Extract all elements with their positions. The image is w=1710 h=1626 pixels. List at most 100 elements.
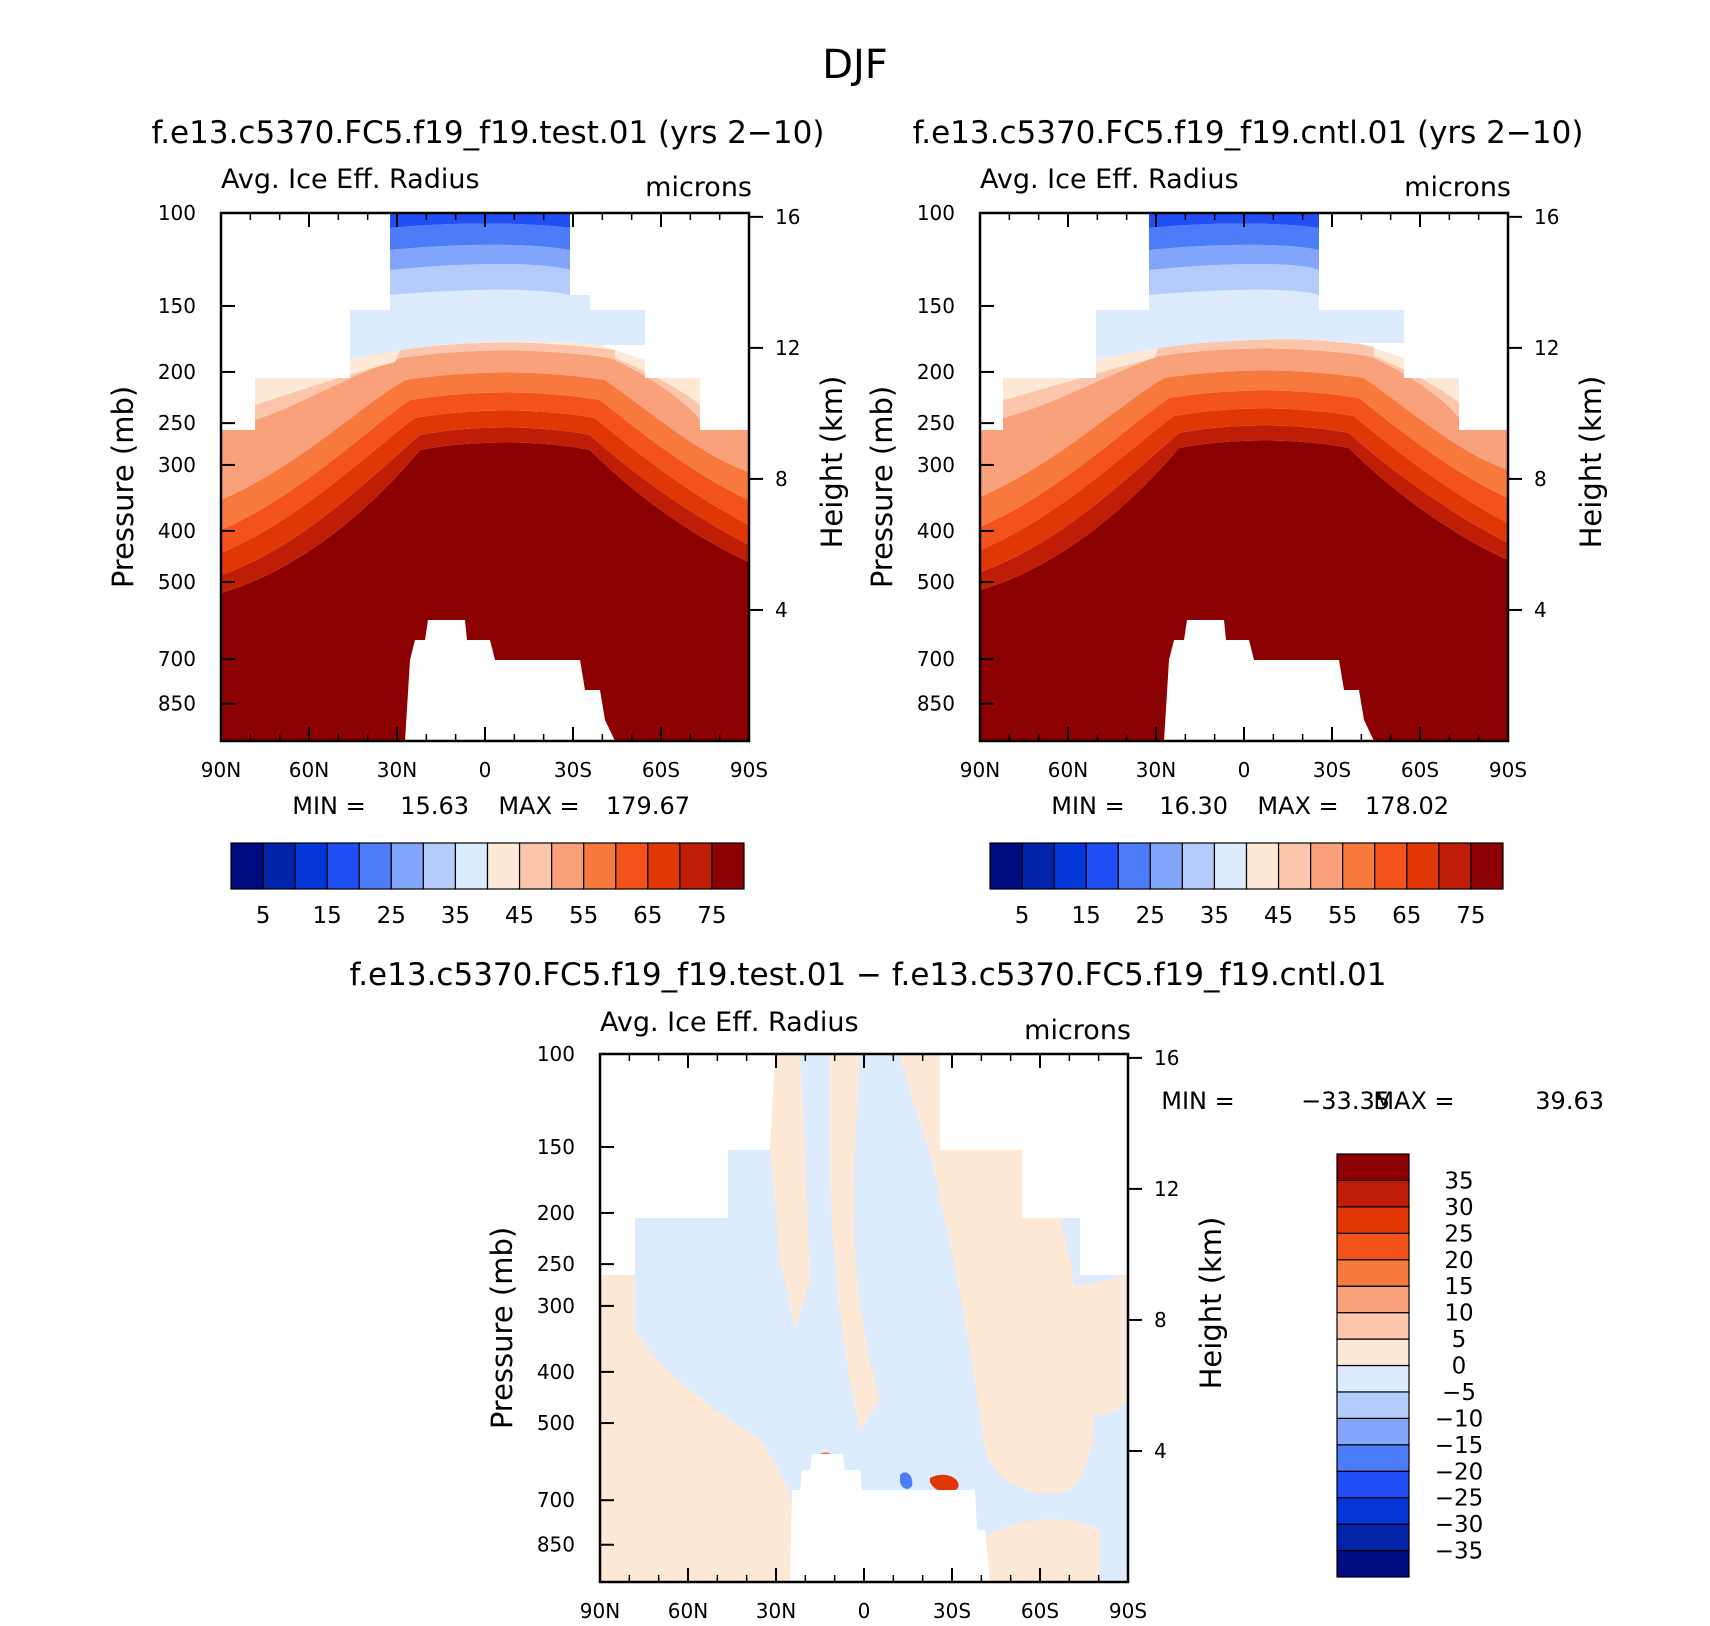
- y-tick-label: 250: [158, 411, 196, 435]
- x-tick-label: 90N: [201, 758, 241, 782]
- fill-level-7: [350, 289, 645, 360]
- y-tick-label: 400: [537, 1360, 575, 1384]
- x-tick-label: 60S: [642, 758, 680, 782]
- colorbar-label: −10: [1435, 1406, 1484, 1432]
- colorbar-swatch: [1336, 1470, 1410, 1499]
- x-tick-label: 60N: [668, 1599, 708, 1623]
- colorbar-swatch: [679, 842, 713, 890]
- max-label: MAX =: [1373, 1087, 1454, 1115]
- top-mask: [221, 213, 390, 430]
- colorbar-swatch: [1336, 1523, 1410, 1552]
- x-tick-label: 0: [858, 1599, 871, 1623]
- units-label: microns: [1024, 1015, 1131, 1046]
- colorbar-swatch: [1336, 1444, 1410, 1472]
- x-tick-label: 0: [479, 758, 492, 782]
- y2-tick-label: 12: [1154, 1177, 1179, 1201]
- colorbar-swatch: [1374, 842, 1408, 890]
- colorbar-label: 5: [1452, 1327, 1467, 1353]
- fill-level-4: [1149, 223, 1319, 250]
- colorbar-swatch: [583, 842, 617, 890]
- y-tick-label: 850: [537, 1533, 575, 1557]
- colorbar-swatch: [454, 842, 489, 890]
- y2-axis-title: Height (km): [815, 376, 849, 549]
- colorbar-label: 15: [1072, 903, 1101, 929]
- y-axis-title: Pressure (mb): [106, 386, 140, 588]
- colorbar-swatch: [518, 842, 553, 890]
- y2-tick-label: 8: [1534, 467, 1547, 491]
- max-value: 179.67: [606, 792, 690, 820]
- colorbar-label: 30: [1444, 1195, 1473, 1221]
- colorbar-swatch: [1336, 1391, 1410, 1419]
- colorbar-swatch: [1336, 1206, 1410, 1234]
- x-tick-label: 0: [1238, 758, 1251, 782]
- min-value: 15.63: [400, 792, 469, 820]
- fill-level-13: [980, 408, 1508, 572]
- max-label: MAX =: [498, 792, 579, 820]
- colorbar-swatch: [1117, 842, 1151, 890]
- fill-level-14: [980, 425, 1508, 590]
- colorbar-swatch: [486, 842, 521, 890]
- fill-level-4: [390, 223, 570, 250]
- colorbar-swatch: [1336, 1259, 1410, 1287]
- y-tick-label: 250: [917, 411, 955, 435]
- colorbar-swatch: [358, 842, 392, 890]
- colorbar-label: 35: [441, 903, 470, 929]
- colorbar: 5 15 25 35 45 55 65 75: [989, 842, 1504, 929]
- y-tick-label: 200: [158, 360, 196, 384]
- colorbar-swatch: [390, 842, 424, 890]
- max-label: MAX =: [1257, 792, 1338, 820]
- colorbar-label: 25: [1444, 1221, 1473, 1247]
- colorbar-swatch: [1336, 1285, 1410, 1314]
- colorbar-swatch: [1336, 1179, 1410, 1208]
- topography-mask: [1164, 620, 1374, 741]
- panel-control: f.e13.c5370.FC5.f19_f19.cntl.01 (yrs 2−1…: [913, 115, 1583, 741]
- y-tick-label: 500: [537, 1411, 575, 1435]
- colorbar-label: −15: [1435, 1433, 1484, 1459]
- top-mask: [1319, 213, 1508, 430]
- fill-dark-red: [221, 442, 749, 741]
- colorbar-label: 25: [1136, 903, 1165, 929]
- y-tick-label: 100: [917, 201, 955, 225]
- colorbar-label: 55: [1328, 903, 1357, 929]
- colorbar-label: 45: [505, 903, 534, 929]
- y-tick-label: 150: [917, 294, 955, 318]
- y2-axis-title: Height (km): [1194, 1217, 1228, 1390]
- fill-level-13: [221, 410, 749, 575]
- colorbar-swatch: [1470, 842, 1504, 890]
- colorbar-label: 35: [1200, 903, 1229, 929]
- y-axis-title: Pressure (mb): [485, 1227, 519, 1429]
- axes-panel-1: 90N 60N 30N 0 30S 60S 90S 100 150 200 250 300 400 500…: [106, 201, 849, 929]
- colorbar-swatch: [230, 842, 264, 890]
- colorbar-swatch: [1336, 1153, 1410, 1182]
- panels-dynamic: 90N 60N 30N 0 30S 60S 90S100150200250300400500…: [106, 201, 1608, 1623]
- colorbar-label: 55: [569, 903, 598, 929]
- colorbar-swatch: [1021, 842, 1055, 890]
- x-tick-label: 60N: [1048, 758, 1088, 782]
- x-tick-label: 60S: [1021, 1599, 1059, 1623]
- colorbar-swatch: [1085, 842, 1119, 890]
- season-title: DJF: [822, 42, 888, 88]
- colorbar-swatch: [422, 842, 457, 890]
- x-tick-label: 30N: [377, 758, 417, 782]
- y-tick-label: 300: [917, 453, 955, 477]
- y2-tick-label: 16: [775, 205, 800, 229]
- y-tick-label: 200: [537, 1201, 575, 1225]
- x-tick-label: 90S: [1489, 758, 1527, 782]
- y-tick-label: 500: [158, 570, 196, 594]
- min-label: MIN =: [1161, 1087, 1234, 1115]
- fill-positive-0-5: [1060, 1275, 1128, 1415]
- min-value: −33.35: [1301, 1087, 1390, 1115]
- fill-level-11: [980, 370, 1508, 527]
- y-tick-label: 700: [158, 647, 196, 671]
- colorbar-label: 5: [1015, 903, 1030, 929]
- fill-positive-0-5: [830, 1054, 880, 1430]
- y-tick-label: 100: [158, 201, 196, 225]
- y2-tick-label: 12: [1534, 336, 1559, 360]
- field-subtitle: Avg. Ice Eff. Radius: [221, 164, 480, 195]
- x-tick-label: 60S: [1401, 758, 1439, 782]
- x-tick-label: 60N: [289, 758, 329, 782]
- x-tick-label: 30S: [1313, 758, 1351, 782]
- contour-field: [600, 1054, 1128, 1582]
- x-tick-label: 90S: [1109, 1599, 1147, 1623]
